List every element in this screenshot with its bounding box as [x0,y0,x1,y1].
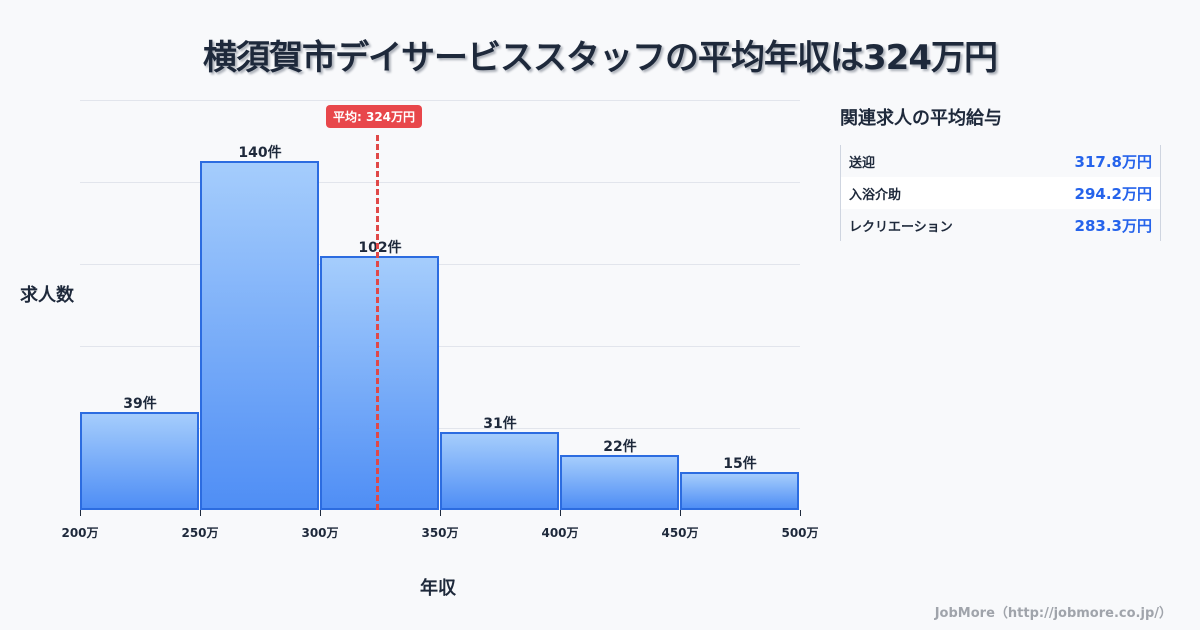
x-axis-label: 年収 [420,578,456,599]
related-row: 送迎 317.8万円 [841,145,1160,177]
x-tick [320,510,321,516]
average-badge: 平均: 324万円 [326,105,423,128]
related-salary-title: 関連求人の平均給与 [840,108,1002,129]
related-job-name: レクリエーション [849,219,953,235]
related-job-salary: 283.3万円 [1074,216,1152,235]
bar-value-label: 15件 [723,456,757,472]
bar-450-500 [680,472,799,510]
related-row: 入浴介助 294.2万円 [841,177,1160,209]
bar-200-250 [80,412,199,510]
x-tick [440,510,441,516]
x-tick-label: 250万 [181,526,219,540]
x-tick-label: 200万 [61,526,99,540]
x-tick-label: 400万 [541,526,579,540]
x-tick [800,510,801,516]
y-axis-label: 求人数 [20,285,74,306]
x-tick-label: 500万 [781,526,819,540]
bar-value-label: 140件 [238,145,282,161]
gridline [80,346,800,347]
bar-350-400 [440,432,559,510]
bar-value-label: 39件 [123,396,157,412]
x-tick-label: 300万 [301,526,339,540]
related-job-name: 送迎 [849,155,876,171]
page-title: 横須賀市デイサービススタッフの平均年収は324万円 [203,38,998,78]
x-tick [200,510,201,516]
related-job-salary: 317.8万円 [1074,152,1152,171]
x-tick-label: 350万 [421,526,459,540]
histogram-plot: 39件 140件 102件 31件 22件 15件 平均: 324万円 [80,100,800,510]
related-salary-table: 送迎 317.8万円 入浴介助 294.2万円 レクリエーション 283.3万円 [840,145,1161,241]
bar-400-450 [560,455,679,510]
x-tick-label: 450万 [661,526,699,540]
related-job-name: 入浴介助 [849,187,902,203]
gridline [80,428,800,429]
bar-value-label: 22件 [603,439,637,455]
gridline [80,264,800,265]
related-job-salary: 294.2万円 [1074,184,1152,203]
x-tick [80,510,81,516]
average-line [376,135,379,510]
gridline [80,182,800,183]
bar-value-label: 102件 [358,240,402,256]
gridline [80,100,800,101]
bar-value-label: 31件 [483,416,517,432]
bar-250-300 [200,161,319,510]
x-tick [560,510,561,516]
footer-credit: JobMore（http://jobmore.co.jp/） [934,606,1172,621]
bar-300-350 [320,256,439,510]
related-row: レクリエーション 283.3万円 [841,209,1160,241]
x-tick [680,510,681,516]
